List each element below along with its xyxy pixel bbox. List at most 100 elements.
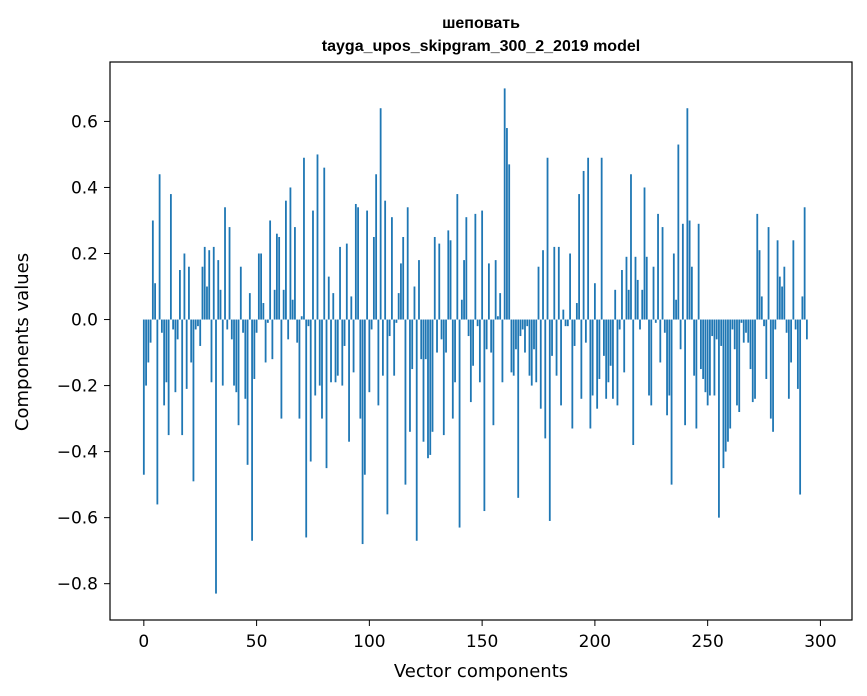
bar xyxy=(760,296,763,320)
bar xyxy=(627,289,630,320)
bar xyxy=(562,309,565,320)
bar xyxy=(663,319,666,333)
bar xyxy=(224,207,226,320)
bar xyxy=(571,319,574,429)
plot-frame xyxy=(109,61,853,621)
bar xyxy=(273,289,276,320)
bar xyxy=(393,319,396,376)
bar xyxy=(368,319,371,393)
x-axis-label: Vector components xyxy=(394,661,568,682)
bar xyxy=(706,319,709,406)
bar xyxy=(546,157,549,320)
bar xyxy=(456,194,459,320)
bar xyxy=(718,319,720,518)
bar xyxy=(354,203,357,320)
bar xyxy=(528,319,531,376)
bar xyxy=(497,316,499,320)
bar xyxy=(774,319,777,330)
x-tick-label: 100 xyxy=(353,632,385,652)
bar xyxy=(467,319,470,337)
bar xyxy=(749,319,752,370)
bar xyxy=(375,174,378,320)
bar xyxy=(460,299,463,320)
bar xyxy=(465,217,468,320)
bar xyxy=(593,283,596,320)
bar xyxy=(160,319,163,333)
bar xyxy=(454,319,456,383)
bar xyxy=(230,319,233,340)
bar xyxy=(386,319,389,515)
bar xyxy=(433,236,436,320)
bar xyxy=(796,319,799,389)
bar xyxy=(269,220,272,320)
bar xyxy=(339,246,341,320)
x-tick-label: 0 xyxy=(138,632,149,652)
bar xyxy=(221,319,224,386)
bar xyxy=(280,319,283,419)
bar xyxy=(409,319,411,432)
bar xyxy=(215,319,217,594)
bar xyxy=(458,319,461,528)
bar xyxy=(262,303,265,320)
bar xyxy=(668,319,671,396)
bar xyxy=(625,256,628,320)
bar xyxy=(600,157,603,320)
bar xyxy=(291,299,294,320)
bar xyxy=(794,319,797,330)
bar xyxy=(194,319,197,330)
bar xyxy=(260,253,262,320)
bar xyxy=(228,227,231,320)
bar xyxy=(287,319,290,340)
bar xyxy=(704,319,707,393)
bar xyxy=(566,319,569,327)
bar xyxy=(294,227,296,320)
y-axis-label: Components values xyxy=(12,253,33,431)
bar xyxy=(756,213,759,320)
bar xyxy=(188,266,190,320)
bar xyxy=(720,319,723,346)
bar xyxy=(621,270,623,320)
bar xyxy=(436,319,438,353)
bar xyxy=(560,319,562,406)
bar xyxy=(645,256,648,320)
bar xyxy=(618,319,621,330)
bar xyxy=(751,319,754,403)
bar xyxy=(598,319,601,379)
bar xyxy=(151,220,154,320)
bar xyxy=(521,319,524,330)
bar xyxy=(731,319,734,330)
bar xyxy=(183,253,186,320)
bar xyxy=(142,319,145,475)
bar xyxy=(699,319,702,370)
bar xyxy=(487,263,490,320)
bar xyxy=(318,319,321,386)
bar xyxy=(684,319,686,426)
bar xyxy=(314,319,317,396)
bar xyxy=(569,253,571,320)
bar xyxy=(149,319,152,343)
bar xyxy=(442,319,445,436)
bar xyxy=(776,240,779,320)
bar xyxy=(526,319,529,327)
bar xyxy=(503,88,506,320)
bar xyxy=(206,286,208,320)
bar xyxy=(641,289,644,320)
bar xyxy=(501,319,504,383)
bar xyxy=(248,293,251,320)
bar xyxy=(298,319,301,419)
bar xyxy=(208,250,211,320)
bar xyxy=(312,210,314,320)
bar xyxy=(169,194,172,320)
bar xyxy=(158,174,161,320)
bar xyxy=(729,319,732,429)
bar xyxy=(740,319,743,323)
bar xyxy=(217,260,220,320)
bar xyxy=(199,319,202,346)
y-tick-label: −0.6 xyxy=(57,509,98,529)
bar xyxy=(463,260,465,320)
bar xyxy=(736,319,738,406)
bar xyxy=(679,319,682,350)
bar xyxy=(185,319,188,389)
